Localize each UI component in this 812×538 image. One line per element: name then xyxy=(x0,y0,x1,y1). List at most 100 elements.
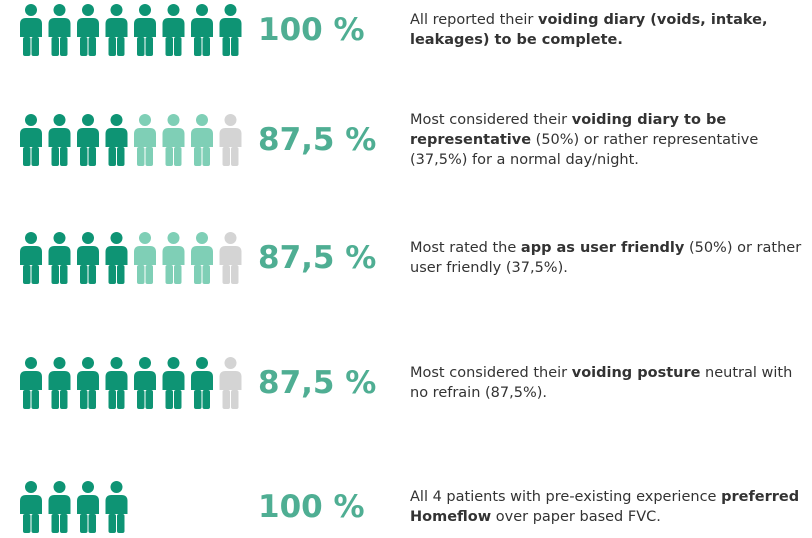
icon-leg xyxy=(60,265,68,284)
person-icon xyxy=(162,357,185,409)
icon-leg xyxy=(51,37,59,56)
icon-leg xyxy=(80,514,88,533)
person-icon xyxy=(191,357,213,409)
icon-head xyxy=(224,357,237,369)
person-icon xyxy=(191,232,213,284)
icon-leg xyxy=(202,37,210,56)
icon-head xyxy=(110,357,123,369)
icon-head xyxy=(110,114,123,126)
icon-head xyxy=(53,481,66,493)
description-text: app as user friendly xyxy=(520,240,685,256)
icon-head xyxy=(167,232,180,244)
icon-leg xyxy=(165,37,173,56)
person-icon xyxy=(191,4,213,56)
icon-body xyxy=(105,128,128,147)
person-icon xyxy=(105,114,128,166)
person-icon xyxy=(77,232,99,284)
icon-body xyxy=(77,18,99,37)
icon-head xyxy=(167,357,180,369)
icon-body xyxy=(191,371,213,390)
icon-head xyxy=(110,4,123,16)
icon-leg xyxy=(51,265,59,284)
icon-head xyxy=(167,4,180,16)
person-icon xyxy=(105,232,128,284)
percent-label: 100 % xyxy=(258,12,365,48)
icon-leg xyxy=(137,390,145,409)
person-icon xyxy=(219,232,242,284)
result-row: 87,5 % Most rated the app as user friendl… xyxy=(0,228,812,288)
icon-body xyxy=(219,371,242,390)
icon-leg xyxy=(174,147,182,166)
icon-leg xyxy=(165,147,173,166)
icon-head xyxy=(224,232,237,244)
person-icon xyxy=(48,114,71,166)
icon-body xyxy=(162,18,185,37)
icon-body xyxy=(20,371,42,390)
icon-body xyxy=(48,246,71,265)
description-text: voiding posture xyxy=(571,365,701,381)
person-icon xyxy=(48,481,71,533)
icon-head xyxy=(196,232,208,244)
icon-leg xyxy=(174,390,182,409)
icon-body xyxy=(48,18,71,37)
icon-leg xyxy=(23,37,31,56)
icon-leg xyxy=(60,514,68,533)
icon-leg xyxy=(108,37,116,56)
icon-leg xyxy=(31,390,39,409)
icon-body xyxy=(20,246,42,265)
icon-leg xyxy=(145,37,153,56)
icon-head xyxy=(82,4,94,16)
icon-body xyxy=(105,495,128,514)
person-icon xyxy=(134,114,156,166)
person-icon xyxy=(20,4,42,56)
icon-head xyxy=(25,357,37,369)
icon-leg xyxy=(137,37,145,56)
icon-head xyxy=(139,232,151,244)
description: Most rated the app as user friendly (50%… xyxy=(410,238,802,278)
people-icons xyxy=(20,357,242,409)
icon-leg xyxy=(202,390,210,409)
icon-leg xyxy=(222,265,230,284)
icon-head xyxy=(167,114,180,126)
person-icon xyxy=(48,232,71,284)
icon-body xyxy=(191,246,213,265)
description-text: Most considered their xyxy=(410,365,572,381)
icon-leg xyxy=(145,265,153,284)
icon-body xyxy=(20,128,42,147)
person-icon xyxy=(77,481,99,533)
icon-leg xyxy=(80,147,88,166)
icon-leg xyxy=(51,147,59,166)
icon-body xyxy=(77,128,99,147)
description-text: neutral with no refrain (87,5%). xyxy=(410,365,793,401)
person-icon xyxy=(134,232,156,284)
icon-leg xyxy=(231,390,239,409)
icon-leg xyxy=(117,390,125,409)
icon-leg xyxy=(23,265,31,284)
icon-head xyxy=(25,4,37,16)
description-text: (50%) or rather user friendly (37,5%). xyxy=(410,240,802,276)
icon-leg xyxy=(88,37,96,56)
description-text: (50%) or rather representative (37,5%) f… xyxy=(410,132,759,168)
icon-leg xyxy=(231,147,239,166)
description: All 4 patients with pre-existing experie… xyxy=(410,487,802,527)
icon-leg xyxy=(222,37,230,56)
person-icon xyxy=(219,114,242,166)
icon-leg xyxy=(51,390,59,409)
icon-body xyxy=(105,371,128,390)
icon-leg xyxy=(23,390,31,409)
icon-leg xyxy=(231,37,239,56)
icon-leg xyxy=(165,390,173,409)
icon-body xyxy=(162,128,185,147)
icon-head xyxy=(196,357,208,369)
icon-body xyxy=(134,371,156,390)
description: All reported their voiding diary (voids,… xyxy=(410,10,802,50)
result-row: 100 % All 4 patients with pre-existing ex… xyxy=(0,477,812,537)
icon-leg xyxy=(88,147,96,166)
percent-label: 87,5 % xyxy=(258,122,377,158)
icon-head xyxy=(53,357,66,369)
icon-body xyxy=(134,18,156,37)
icon-body xyxy=(219,128,242,147)
icon-leg xyxy=(117,265,125,284)
people-icons xyxy=(20,4,242,56)
icon-leg xyxy=(165,265,173,284)
